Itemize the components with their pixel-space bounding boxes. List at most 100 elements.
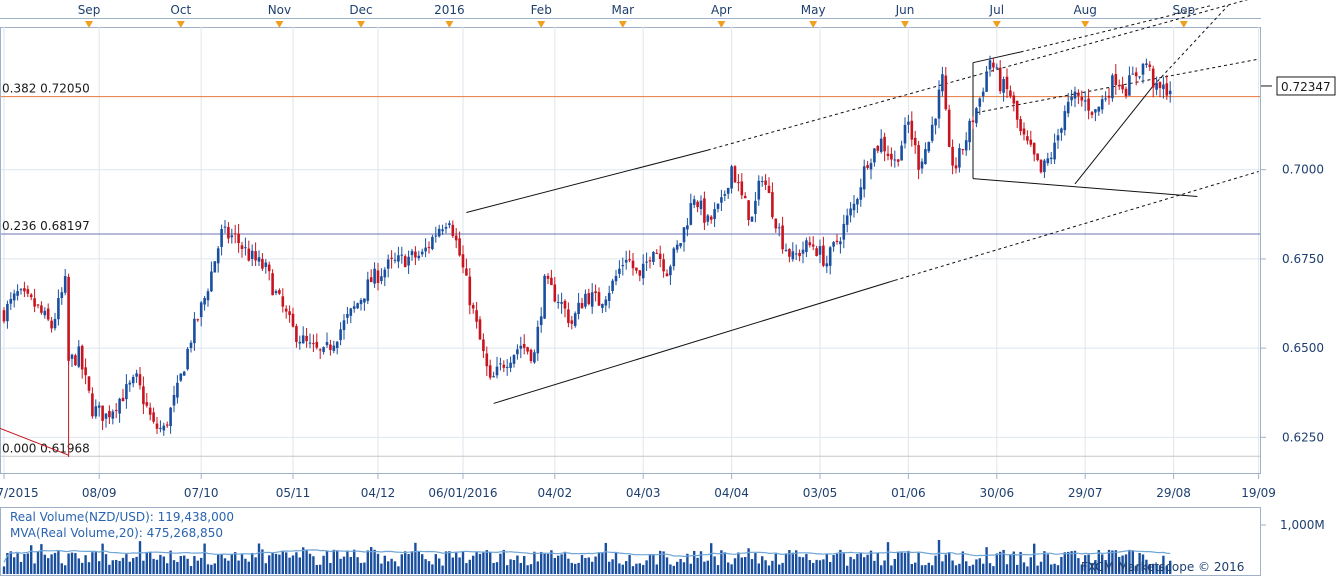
- volume-bar: [128, 561, 131, 574]
- volume-bar: [23, 553, 26, 574]
- volume-bar: [659, 550, 662, 574]
- candle-up: [679, 243, 682, 247]
- volume-bar: [6, 552, 9, 574]
- volume-bar: [434, 554, 437, 574]
- candle-up: [448, 223, 451, 226]
- candle-up: [672, 248, 676, 267]
- candle-up: [791, 251, 795, 260]
- volume-bar: [597, 552, 601, 574]
- trendline-projection: [1152, 5, 1229, 87]
- candle-up: [444, 226, 448, 229]
- candle-up: [366, 279, 370, 301]
- candle-up: [179, 373, 183, 381]
- volume-bar: [240, 554, 244, 574]
- candle-up: [720, 197, 723, 203]
- candle-up: [111, 411, 115, 419]
- volume-bar: [1005, 564, 1009, 574]
- volume-bar: [635, 563, 638, 574]
- month-label: Feb: [531, 3, 552, 17]
- volume-bar: [614, 552, 618, 574]
- candle-up: [386, 259, 390, 269]
- volume-bar: [509, 559, 512, 574]
- volume-bar: [234, 552, 237, 574]
- volume-bar: [580, 555, 584, 574]
- volume-bar: [1073, 550, 1077, 574]
- candle-up: [495, 366, 499, 376]
- candle-down: [737, 182, 740, 184]
- volume-bar: [380, 563, 383, 574]
- candle-up: [988, 60, 992, 70]
- volume-bar: [1070, 551, 1073, 574]
- volume-bar: [295, 552, 298, 574]
- last-price-label: 0.72347: [1281, 80, 1331, 94]
- volume-bar: [978, 558, 981, 574]
- volume-bar: [747, 548, 750, 574]
- volume-bar: [166, 563, 169, 574]
- candle-down: [733, 166, 737, 183]
- x-tick-label: 29/08: [1156, 486, 1191, 500]
- candle-up: [407, 256, 410, 266]
- volume-bar: [1114, 550, 1117, 574]
- candle-up: [94, 406, 98, 417]
- candle-down: [1148, 64, 1152, 67]
- volume-bar: [754, 553, 757, 574]
- volume-bar: [336, 551, 339, 574]
- volume-bar: [703, 561, 706, 574]
- volume-bar: [506, 565, 509, 574]
- volume-bar: [438, 558, 441, 574]
- volume-bar: [801, 557, 805, 574]
- volume-bar: [383, 555, 386, 574]
- candle-down: [101, 405, 104, 421]
- candle-down: [1087, 98, 1090, 111]
- candle-up: [182, 371, 186, 376]
- volume-bar: [135, 556, 138, 574]
- volume-bar: [254, 557, 257, 574]
- volume-bar: [16, 553, 19, 574]
- month-label: Dec: [349, 3, 372, 17]
- volume-bar: [285, 552, 288, 574]
- volume-bar: [920, 565, 924, 574]
- volume-bar: [461, 551, 465, 574]
- volume-bar: [50, 554, 53, 574]
- volume-bar: [115, 559, 118, 574]
- candle-down: [1165, 83, 1169, 96]
- volume-bar: [533, 551, 536, 574]
- candle-up: [573, 313, 577, 326]
- volume-bar: [757, 563, 760, 574]
- candle-down: [954, 165, 958, 169]
- volume-bar: [47, 558, 50, 574]
- volume-bar: [995, 553, 998, 574]
- candle-up: [363, 298, 366, 303]
- volume-bar: [410, 551, 414, 574]
- volume-bar: [910, 563, 913, 574]
- candle-down: [284, 308, 288, 312]
- volume-bar: [812, 562, 815, 574]
- candle-down: [563, 300, 567, 309]
- candle-down: [142, 386, 145, 405]
- volume-bar: [101, 543, 104, 574]
- candle-up: [907, 121, 910, 125]
- volume-bar: [179, 556, 182, 574]
- volume-bar: [431, 564, 434, 574]
- volume-bar: [87, 562, 91, 574]
- candle-down: [312, 343, 315, 345]
- volume-bar: [1152, 563, 1155, 574]
- candle-down: [458, 238, 461, 256]
- candle-up: [828, 247, 832, 266]
- candle-down: [594, 291, 597, 293]
- candle-up: [978, 98, 982, 107]
- candle-down: [145, 402, 149, 406]
- volume-bar: [1033, 543, 1036, 574]
- candle-up: [53, 318, 57, 329]
- candle-up: [220, 228, 223, 247]
- candle-up: [308, 342, 312, 344]
- candle-up: [298, 341, 302, 344]
- candle-up: [968, 120, 971, 143]
- candle-up: [424, 247, 427, 252]
- volume-bar: [553, 557, 556, 574]
- price-axis: 0.6250 0.6500 0.6750 0.7000 0.72347: [1261, 76, 1336, 444]
- volume-bar: [376, 553, 380, 574]
- candle-up: [607, 292, 611, 301]
- candle-down: [910, 120, 914, 140]
- volume-bar: [220, 554, 223, 574]
